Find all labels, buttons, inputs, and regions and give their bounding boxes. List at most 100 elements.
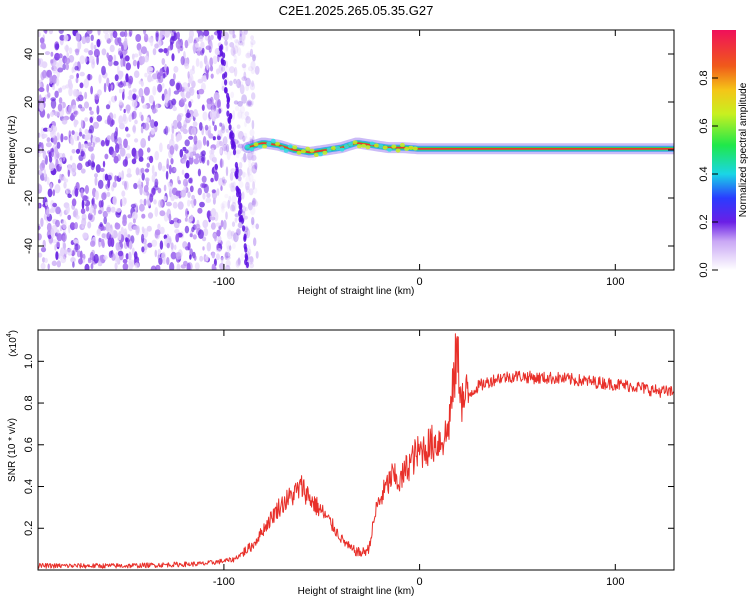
noise-blob [214,171,219,182]
noise-blob [195,58,200,67]
tone-blob [395,148,401,153]
noise-blob [237,111,243,120]
noise-blob [225,265,231,270]
noise-blob [94,176,98,186]
noise-blob [159,30,166,38]
noise-blob [182,158,187,164]
noise-blob [106,77,110,87]
noise-blob [128,89,133,97]
noise-blob [185,112,191,118]
noise-blob [124,37,128,45]
noise-blob [113,54,117,63]
noise-blob [148,95,154,104]
noise-blob [241,31,246,41]
noise-blob [173,66,179,73]
noise-blob [46,137,51,143]
noise-blob [96,105,100,115]
noise-blob [40,42,46,50]
noise-blob [242,215,249,220]
noise-blob [170,158,174,165]
noise-blob [242,135,246,142]
noise-blob [245,206,248,212]
noise-blob [52,68,58,74]
noise-blob [87,142,93,147]
noise-blob [120,58,124,68]
noise-blob [231,201,237,212]
noise-blob [103,30,109,34]
noise-blob [229,172,234,181]
noise-blob [71,130,75,136]
noise-blob [88,129,92,134]
noise-blob [65,204,70,214]
noise-blob [225,121,228,132]
noise-blob [222,219,227,230]
noise-blob [101,226,107,231]
noise-blob [58,97,63,104]
noise-streak [219,49,223,57]
snr-scale-label: (x104) [6,330,19,357]
noise-blob [220,256,224,264]
noise-blob [221,138,225,148]
tone-blob [287,144,293,149]
noise-blob [111,253,116,261]
noise-blob [169,78,175,87]
noise-blob [180,264,187,269]
noise-blob [70,222,75,227]
noise-blob [90,42,94,51]
noise-blob [82,195,88,201]
noise-blob [210,147,215,155]
noise-blob [186,262,191,270]
noise-blob [56,233,63,242]
noise-streak [226,110,230,117]
noise-blob [243,30,248,35]
noise-blob [251,151,255,162]
tone-blob [356,144,362,149]
noise-blob [149,193,154,203]
noise-blob [80,119,84,128]
noise-blob [159,210,166,217]
noise-blob [75,77,79,84]
noise-blob [193,135,198,145]
noise-blob [38,169,43,176]
noise-blob [225,46,229,52]
noise-blob [50,111,54,117]
noise-blob [251,135,255,144]
noise-blob [79,82,84,89]
noise-blob [106,204,112,215]
noise-blob [202,219,209,229]
noise-blob [171,125,175,135]
noise-blob [197,93,201,100]
noise-blob [189,254,192,260]
noise-blob [212,233,217,240]
tone-blob [378,144,384,149]
noise-blob [38,152,41,158]
noise-blob [84,185,89,194]
noise-streak [238,191,242,198]
noise-blob [172,106,177,112]
noise-blob [55,77,60,87]
noise-blob [128,251,132,261]
noise-blob [254,162,258,170]
noise-blob [220,219,224,228]
snr-xtick-label: 0 [417,576,423,588]
noise-blob [80,188,84,198]
noise-blob [125,126,129,132]
noise-blob [244,120,247,128]
noise-blob [215,143,220,148]
noise-blob [146,225,152,232]
noise-blob [207,129,211,136]
noise-blob [38,132,41,138]
noise-blob [143,185,149,193]
noise-blob [84,117,89,122]
noise-blob [168,164,172,175]
tone-blob [343,144,349,149]
noise-blob [125,62,131,71]
colorbar-tick-label: 0.8 [698,70,710,85]
noise-blob [187,241,191,251]
noise-blob [138,87,144,98]
noise-blob [93,48,100,58]
noise-blob [119,31,126,37]
noise-blob [83,48,89,53]
tone-blob [266,141,272,146]
noise-blob [103,216,107,225]
